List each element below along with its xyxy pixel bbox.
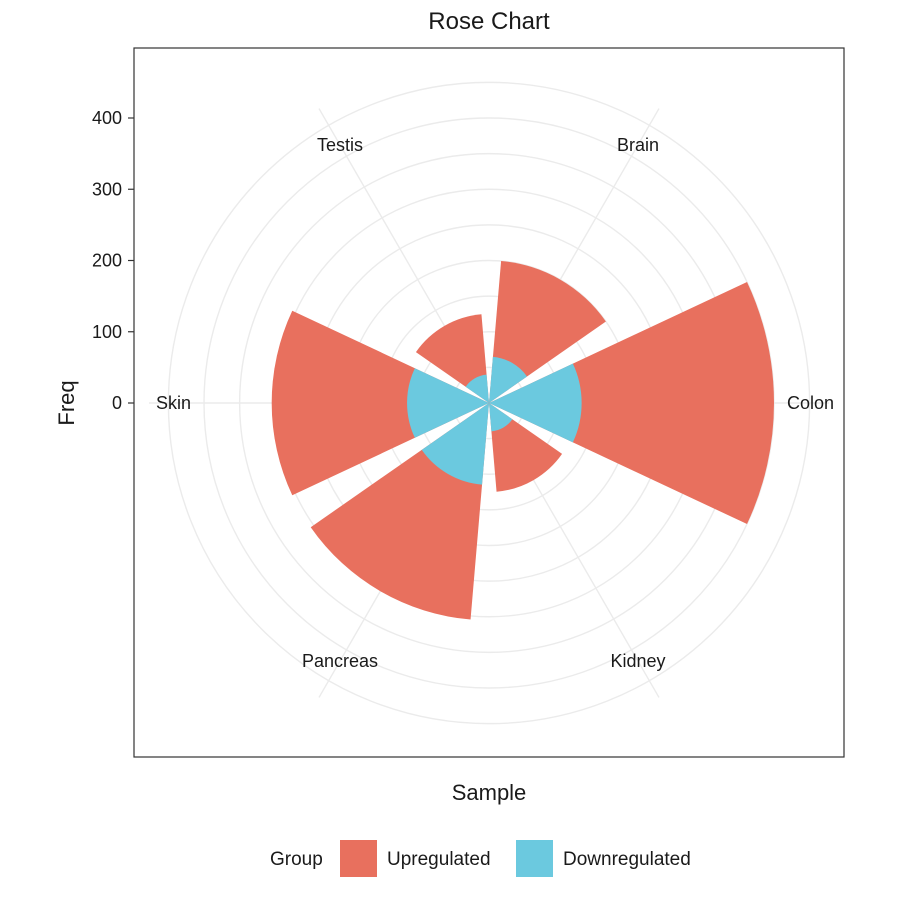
y-tick-label: 100 [92,322,122,342]
category-label-pancreas: Pancreas [302,651,378,671]
legend-label-upregulated: Upregulated [387,849,491,870]
y-axis: 0 100 200 300 400 [92,108,134,413]
petal-downregulated-testis [465,374,489,403]
y-tick-label: 200 [92,251,122,271]
rose-bars [271,261,774,620]
category-label-colon: Colon [787,393,834,413]
legend-title: Group [270,849,323,870]
legend: Group Upregulated Downregulated [270,840,691,877]
category-label-testis: Testis [317,135,363,155]
petal-upregulated-skin [271,310,489,496]
petal-downregulated-skin [407,368,489,438]
petal-downregulated-kidney [489,403,513,432]
petal-downregulated-brain [489,356,527,403]
x-axis-title: Sample [452,780,527,805]
legend-label-downregulated: Downregulated [563,849,691,870]
y-tick-label: 0 [112,393,122,413]
legend-swatch-upregulated [340,840,377,877]
petal-upregulated-testis [415,314,489,403]
petal-upregulated-colon [489,281,774,525]
legend-swatch-downregulated [516,840,553,877]
y-tick-label: 300 [92,179,122,199]
chart-title: Rose Chart [428,8,550,35]
petal-downregulated-pancreas [421,403,489,485]
category-label-kidney: Kidney [610,651,665,671]
y-axis-title: Freq [54,380,79,425]
category-labels: Colon Kidney Pancreas Skin Testis Brain [156,135,834,671]
category-label-skin: Skin [156,393,191,413]
petal-upregulated-kidney [489,403,563,492]
y-tick-label: 400 [92,108,122,128]
category-label-brain: Brain [617,135,659,155]
petal-downregulated-colon [489,363,582,443]
